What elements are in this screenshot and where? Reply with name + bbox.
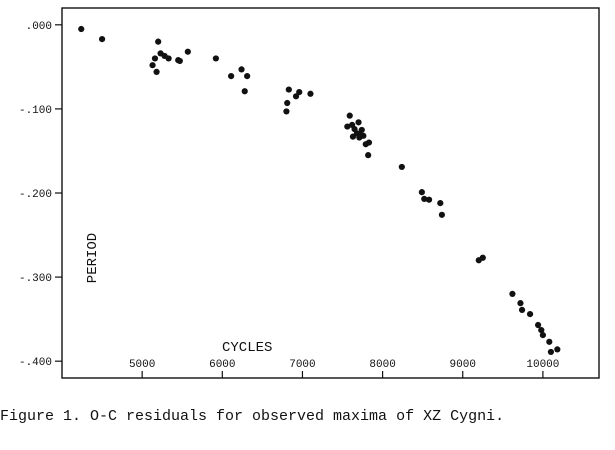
data-point: [285, 86, 292, 93]
x-tick-label: 10000: [526, 359, 559, 371]
plot-frame: [61, 7, 600, 379]
data-point: [517, 300, 524, 307]
data-point: [355, 119, 362, 126]
data-point: [292, 93, 300, 100]
y-axis: .000 -.100 -.200 -.300 -.400: [19, 21, 62, 369]
data-point: [307, 90, 314, 97]
data-point: [176, 57, 183, 65]
data-point: [346, 112, 353, 119]
data-point: [283, 108, 290, 115]
data-point: [360, 132, 367, 139]
data-point: [398, 163, 405, 171]
y-tick-label: -.200: [19, 189, 52, 201]
figure-caption: Figure 1. O-C residuals for observed max…: [0, 408, 505, 425]
scatter-chart: .000 -.100 -.200 -.300 -.400 5000 6000 7000 800…: [19, 7, 600, 379]
data-point: [149, 62, 156, 69]
data-point: [244, 73, 251, 80]
y-axis-label: PERIOD: [85, 233, 101, 283]
data-point: [365, 152, 372, 159]
data-point: [438, 211, 446, 218]
data-point: [98, 36, 106, 43]
data-point: [241, 88, 248, 95]
data-point: [538, 326, 545, 334]
data-point: [526, 310, 534, 318]
data-point: [151, 55, 159, 62]
data-point: [509, 290, 516, 298]
data-point: [228, 73, 235, 80]
data-point: [238, 66, 245, 73]
data-point: [547, 348, 555, 356]
data-point: [437, 199, 444, 207]
x-tick-label: 7000: [289, 359, 315, 371]
data-point: [479, 254, 486, 261]
data-point: [212, 55, 219, 62]
x-axis: 5000 6000 7000 8000 9000 10000: [129, 359, 559, 378]
y-tick-label: -.400: [19, 357, 52, 369]
x-tick-label: 5000: [129, 359, 155, 371]
data-point: [296, 88, 303, 96]
data-point: [546, 338, 553, 345]
y-tick-label: -.100: [19, 105, 52, 117]
data-point: [418, 189, 425, 196]
data-point: [165, 55, 172, 62]
y-tick-label: .000: [26, 21, 52, 33]
data-point: [284, 99, 291, 107]
x-axis-label: CYCLES: [222, 340, 272, 356]
x-tick-label: 9000: [450, 359, 476, 371]
data-point: [425, 196, 433, 203]
data-point: [365, 139, 373, 146]
data-point: [155, 38, 162, 45]
data-point: [358, 126, 365, 134]
data-points: [78, 25, 561, 356]
data-point: [78, 25, 85, 33]
y-tick-label: -.300: [19, 273, 52, 285]
data-point: [518, 306, 526, 313]
x-tick-label: 8000: [369, 359, 395, 371]
data-point: [153, 68, 160, 76]
data-point: [344, 123, 351, 130]
data-point: [554, 346, 561, 353]
data-point: [539, 332, 546, 339]
data-point: [184, 48, 191, 55]
data-point: [534, 321, 542, 329]
data-point: [421, 195, 428, 202]
x-tick-label: 6000: [209, 359, 235, 371]
